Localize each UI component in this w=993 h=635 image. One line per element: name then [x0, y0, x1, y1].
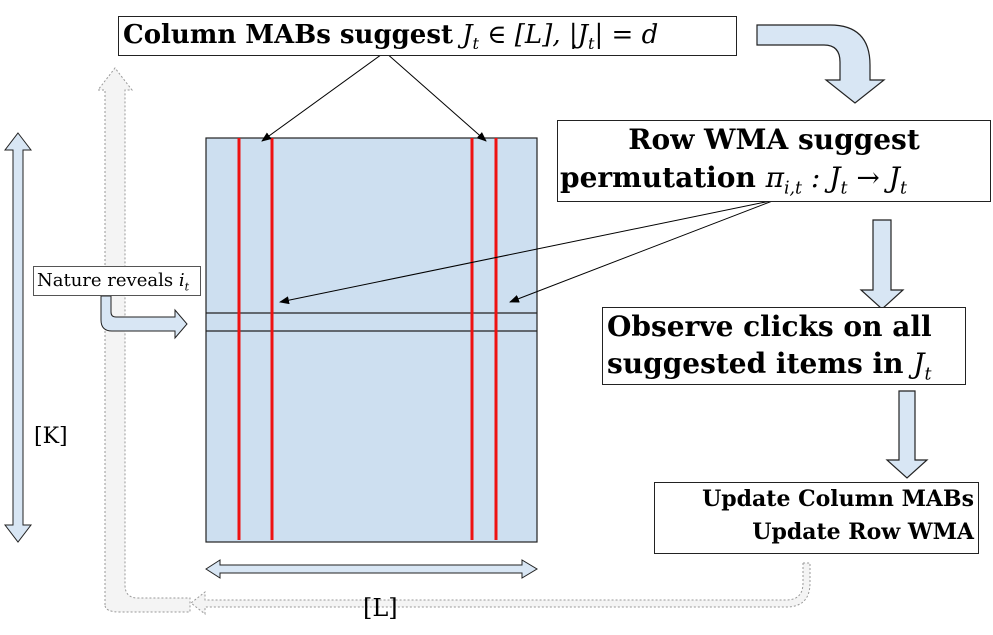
- pointer-arrow-row-right: [509, 199, 776, 303]
- nature-reveals-arrow: [100, 295, 188, 340]
- down-arrow-row-to-observe: [859, 219, 905, 310]
- k-double-arrow: [3, 132, 33, 543]
- feedback-loop-arrow: [190, 562, 811, 616]
- update-line1: Update Column MABs: [702, 486, 974, 512]
- observe-line1: Observe clicks on all: [607, 310, 932, 343]
- k-label: [K]: [34, 424, 68, 449]
- pointer-arrow-row-left: [279, 199, 776, 305]
- top-curved-arrow: [756, 24, 886, 104]
- update-line2: Update Row WMA: [752, 519, 974, 545]
- column-mabs-math: Jt ∈ [L], |Jt| = d: [462, 20, 659, 54]
- update-box: Update Column MABs Update Row WMA: [654, 482, 979, 554]
- l-double-arrow: [205, 559, 538, 579]
- column-mabs-box: Column MABs suggest Jt ∈ [L], |Jt| = d: [118, 16, 737, 56]
- row-wma-line2: permutation πi,t : Jt → Jt: [560, 161, 907, 199]
- down-arrow-observe-to-update: [885, 390, 929, 479]
- matrix-rect: [205, 137, 538, 543]
- pointer-arrow-left-col: [261, 51, 386, 142]
- observe-clicks-box: Observe clicks on all suggested items in…: [602, 307, 966, 385]
- row-wma-box: Row WMA suggest permutation πi,t : Jt → …: [557, 120, 991, 202]
- nature-reveals-label: Nature reveals it: [33, 266, 201, 296]
- l-label: [L]: [363, 594, 398, 622]
- row-wma-line1: Row WMA suggest: [628, 123, 920, 156]
- feedback-loop-vertical: [96, 67, 191, 613]
- pointer-arrow-right-col: [384, 51, 487, 142]
- column-mabs-text: Column MABs suggest: [123, 20, 453, 50]
- observe-line2: suggested items in Jt: [607, 347, 932, 385]
